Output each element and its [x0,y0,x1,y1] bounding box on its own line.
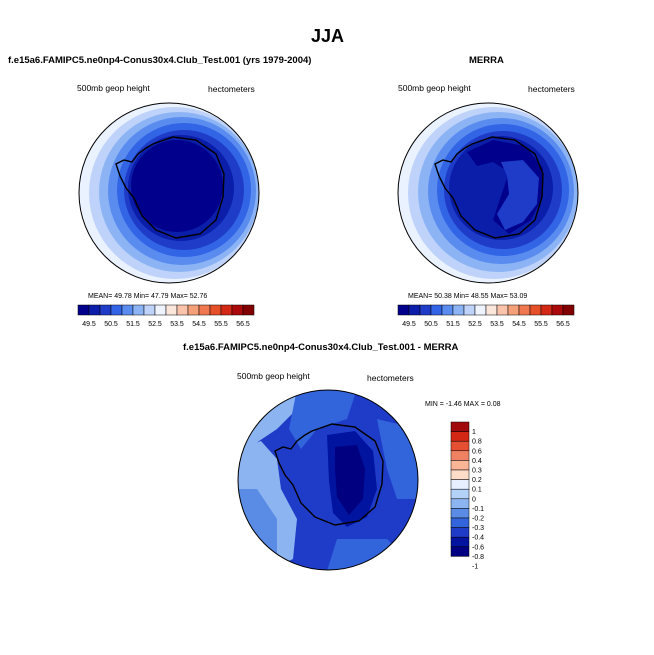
panel1-colorbar: 49.5 50.5 51.5 52.5 53.5 54.5 55.5 56.5 [77,304,255,328]
colorbar-tick-label: 54.5 [192,321,206,328]
colorbar-tick-label: 0.1 [472,487,482,494]
panel3-colorbar: 1 0.8 0.6 0.4 0.3 0.2 0.1 0 -0.1 -0.2 -0.3 -0.4 -0.6… [450,421,484,571]
colorbar-swatch [99,304,112,316]
colorbar-swatch [110,304,123,316]
colorbar-swatch [154,304,167,316]
colorbar-swatch [450,488,470,500]
colorbar-tick-label: 56.5 [556,321,570,328]
panel1-variable-label: 500mb geop height [77,83,150,93]
colorbar-tick-label: 55.5 [214,321,228,328]
colorbar-tick-label: -0.4 [472,535,484,542]
colorbar-tick-label: 50.5 [104,321,118,328]
panel3-polar-map [237,389,419,571]
colorbar-tick-label: 49.5 [402,321,416,328]
colorbar-swatch [507,304,520,316]
panel2-colorbar: 49.5 50.5 51.5 52.5 53.5 54.5 55.5 56.5 [397,304,575,328]
colorbar-tick-label: 52.5 [148,321,162,328]
colorbar-tick-label: 52.5 [468,321,482,328]
panel2-polar-map [397,102,579,284]
colorbar-tick-label: 0.8 [472,439,482,446]
colorbar-swatch [441,304,454,316]
panel1-title: f.e15a6.FAMIPC5.ne0np4-Conus30x4.Club_Te… [8,55,312,66]
colorbar-tick-label: -1 [472,564,478,571]
colorbar-swatch [450,517,470,528]
figure-title: JJA [311,26,345,46]
colorbar-tick-label: 0.4 [472,458,482,465]
colorbar-swatch [562,304,575,316]
colorbar-tick-label: -0.3 [472,525,484,532]
colorbar-swatch [242,304,255,316]
colorbar-swatch [518,304,531,316]
colorbar-tick-label: 50.5 [424,321,438,328]
colorbar-tick-label: 53.5 [490,321,504,328]
colorbar-swatch [496,304,509,316]
colorbar-swatch [450,479,470,490]
colorbar-tick-label: -0.1 [472,506,484,513]
panel3-title: f.e15a6.FAMIPC5.ne0np4-Conus30x4.Club_Te… [183,342,459,353]
panel1-stats: MEAN= 49.78 Min= 47.79 Max= 52.76 [88,293,208,300]
colorbar-tick-label: 0.2 [472,477,482,484]
colorbar-swatch [463,304,476,316]
colorbar-swatch [450,527,470,538]
colorbar-swatch [450,508,470,519]
colorbar-swatch [450,421,470,432]
panel2-variable-label: 500mb geop height [398,83,471,93]
colorbar-swatch [397,304,410,316]
colorbar-swatch [220,304,233,316]
colorbar-tick-label: 49.5 [82,321,96,328]
colorbar-tick-label: 0.6 [472,448,482,455]
colorbar-tick-label: 56.5 [236,321,250,328]
colorbar-swatch [430,304,443,316]
panel2-units-label: hectometers [528,84,575,94]
colorbar-swatch [452,304,465,316]
colorbar-swatch [121,304,134,316]
colorbar-swatch [198,304,211,316]
colorbar-swatch [419,304,432,316]
colorbar-swatch [143,304,156,316]
colorbar-swatch [450,536,470,548]
colorbar-swatch [474,304,487,316]
colorbar-tick-label: 51.5 [126,321,140,328]
colorbar-tick-label: 1 [472,429,476,436]
colorbar-swatch [231,304,244,316]
colorbar-swatch [485,304,498,316]
colorbar-swatch [551,304,564,316]
colorbar-swatch [529,304,542,316]
colorbar-swatch [408,304,421,316]
colorbar-tick-label: 53.5 [170,321,184,328]
panel1-units-label: hectometers [208,84,255,94]
panel3-variable-label: 500mb geop height [237,371,310,381]
colorbar-swatch [450,460,470,471]
colorbar-swatch [450,498,470,509]
colorbar-swatch [88,304,101,316]
colorbar-tick-label: 51.5 [446,321,460,328]
colorbar-swatch [187,304,200,316]
colorbar-tick-label: 55.5 [534,321,548,328]
colorbar-tick-label: -0.6 [472,544,484,551]
colorbar-swatch [450,450,470,461]
colorbar-swatch [132,304,145,316]
colorbar-swatch [450,546,470,557]
panel2-stats: MEAN= 50.38 Min= 48.55 Max= 53.09 [408,293,528,300]
colorbar-tick-label: 54.5 [512,321,526,328]
panel2-title: MERRA [469,55,504,66]
colorbar-swatch [450,431,470,442]
colorbar-swatch [165,304,178,316]
colorbar-swatch [450,440,470,452]
colorbar-swatch [176,304,189,316]
colorbar-swatch [540,304,553,316]
panel3-units-label: hectometers [367,373,414,383]
colorbar-swatch [209,304,222,316]
colorbar-swatch [450,469,470,480]
panel3-stats: MIN = -1.46 MAX = 0.08 [425,401,501,408]
colorbar-tick-label: -0.8 [472,554,484,561]
colorbar-tick-label: 0.3 [472,468,482,475]
colorbar-swatch [77,304,90,316]
colorbar-tick-label: 0 [472,496,476,503]
colorbar-tick-label: -0.2 [472,516,484,523]
panel1-polar-map [78,102,260,284]
